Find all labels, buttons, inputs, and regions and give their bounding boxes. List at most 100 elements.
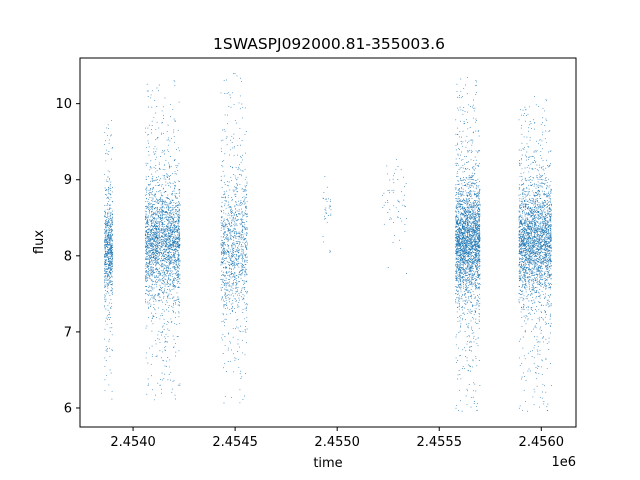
- data-point: [165, 218, 167, 220]
- data-point: [155, 244, 157, 246]
- data-point: [111, 263, 113, 265]
- data-point: [146, 277, 148, 279]
- data-point: [104, 256, 106, 258]
- data-point: [224, 362, 226, 364]
- data-point: [224, 192, 226, 194]
- data-point: [163, 227, 165, 229]
- data-point: [466, 111, 468, 113]
- data-point: [232, 261, 234, 263]
- data-point: [158, 221, 160, 223]
- data-point: [228, 185, 230, 187]
- data-point: [146, 257, 148, 259]
- data-point: [172, 280, 173, 282]
- data-point: [110, 204, 111, 206]
- data-point: [165, 184, 167, 186]
- data-point: [230, 263, 232, 265]
- data-point: [167, 234, 169, 236]
- data-point: [478, 255, 480, 257]
- data-point: [465, 198, 467, 200]
- data-point: [232, 252, 234, 253]
- data-point: [109, 369, 111, 371]
- data-point: [230, 139, 232, 141]
- data-point: [148, 146, 150, 148]
- data-point: [159, 296, 161, 298]
- data-point: [149, 191, 151, 193]
- data-point: [172, 273, 173, 275]
- data-point: [238, 238, 240, 240]
- chart-title: 1SWASPJ092000.81-355003.6: [213, 35, 445, 53]
- data-point: [150, 239, 152, 241]
- data-point: [471, 144, 473, 146]
- data-point: [170, 215, 172, 217]
- data-point: [173, 131, 174, 133]
- data-point: [152, 250, 154, 252]
- data-point: [179, 274, 180, 276]
- data-point: [106, 197, 108, 199]
- data-point: [104, 275, 106, 276]
- data-point: [462, 255, 464, 257]
- data-point: [104, 270, 106, 272]
- data-point: [159, 236, 161, 238]
- data-point: [173, 226, 175, 228]
- data-point: [222, 252, 224, 254]
- data-point: [156, 231, 158, 232]
- data-point: [229, 217, 231, 219]
- data-point: [106, 255, 108, 256]
- data-point: [162, 309, 164, 310]
- data-point: [162, 188, 164, 190]
- data-point: [230, 272, 232, 274]
- data-point: [109, 204, 111, 206]
- data-point: [164, 220, 166, 222]
- data-point: [242, 330, 244, 332]
- data-point: [386, 165, 388, 167]
- data-point: [168, 255, 169, 257]
- data-point: [232, 300, 234, 301]
- data-point: [150, 279, 152, 281]
- data-point: [163, 273, 165, 275]
- data-point: [166, 265, 168, 267]
- data-point: [475, 81, 477, 83]
- data-point: [239, 222, 241, 224]
- data-point: [153, 234, 155, 236]
- data-point: [232, 210, 234, 212]
- data-point: [104, 357, 106, 359]
- data-point: [157, 182, 159, 183]
- data-point: [155, 356, 157, 357]
- data-point: [154, 227, 156, 229]
- data-point: [231, 243, 233, 245]
- data-point: [245, 309, 247, 311]
- data-point: [226, 200, 228, 202]
- data-point: [150, 272, 151, 274]
- data-point: [459, 245, 461, 247]
- data-point: [244, 224, 246, 226]
- data-point: [107, 212, 109, 214]
- data-point: [170, 274, 172, 276]
- data-point: [171, 244, 173, 246]
- data-point: [232, 327, 234, 329]
- data-point: [157, 221, 159, 223]
- data-point: [224, 288, 226, 290]
- data-point: [112, 288, 113, 290]
- data-point: [237, 306, 239, 308]
- data-point: [155, 282, 157, 284]
- data-point: [173, 338, 175, 340]
- data-point: [220, 180, 222, 182]
- data-point: [147, 385, 149, 386]
- data-point: [168, 207, 169, 209]
- data-point: [225, 234, 227, 236]
- data-point: [170, 233, 172, 235]
- data-point: [105, 349, 107, 351]
- data-point: [148, 209, 150, 211]
- data-point: [228, 224, 230, 226]
- data-point: [151, 254, 153, 256]
- data-point: [104, 244, 106, 246]
- data-point: [160, 133, 162, 135]
- data-point: [104, 254, 106, 256]
- data-point: [111, 302, 113, 304]
- data-point: [150, 235, 152, 237]
- data-point: [111, 238, 113, 240]
- data-point: [392, 242, 394, 243]
- data-point: [235, 231, 237, 233]
- data-point: [160, 178, 161, 180]
- data-point: [472, 167, 474, 169]
